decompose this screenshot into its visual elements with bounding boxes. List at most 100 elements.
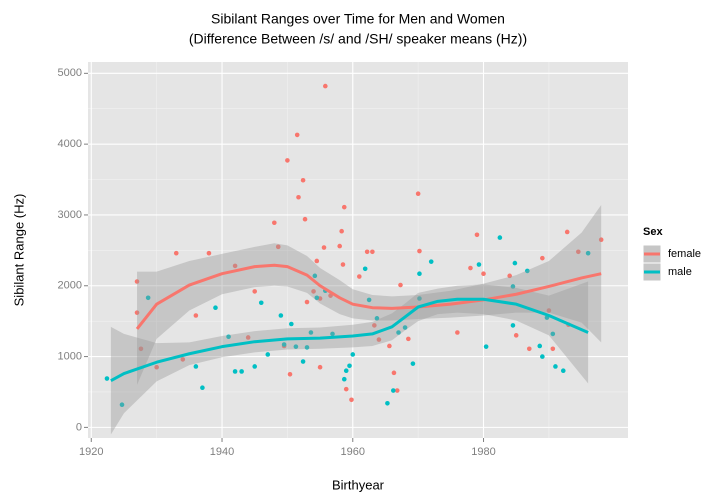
point — [398, 282, 403, 288]
point — [119, 402, 125, 408]
point — [206, 250, 212, 256]
chart-subtitle: (Difference Between /s/ and /SH/ speaker… — [189, 31, 527, 47]
point — [385, 401, 390, 406]
point — [391, 388, 396, 393]
point — [293, 344, 299, 349]
point — [134, 279, 140, 284]
point — [287, 371, 293, 377]
point — [154, 364, 159, 370]
smooth-line — [135, 263, 602, 330]
point — [289, 321, 294, 327]
point — [296, 194, 301, 200]
point — [512, 260, 518, 266]
point — [564, 229, 570, 235]
point — [278, 313, 284, 318]
point — [173, 250, 179, 256]
point — [415, 191, 421, 197]
point — [560, 368, 566, 374]
x-tick-label: 1960 — [341, 446, 365, 458]
point — [340, 262, 346, 267]
point — [370, 249, 375, 255]
point — [341, 376, 347, 382]
y-tick-label: 1000 — [58, 350, 82, 362]
point — [372, 323, 377, 328]
point — [341, 204, 347, 210]
point — [302, 216, 308, 222]
point — [396, 330, 401, 335]
point — [417, 296, 422, 301]
legend-title: Sex — [643, 226, 663, 238]
point — [483, 344, 489, 349]
y-tick-label: 3000 — [58, 209, 82, 221]
point — [510, 323, 516, 328]
point — [376, 337, 382, 342]
point — [428, 259, 434, 264]
point — [281, 342, 287, 347]
point — [104, 376, 110, 381]
point — [312, 273, 318, 279]
point — [476, 262, 482, 267]
point — [343, 386, 349, 392]
point — [265, 352, 271, 357]
point — [311, 289, 316, 294]
point — [525, 268, 530, 274]
y-axis-label: Sibilant Range (Hz) — [11, 194, 26, 307]
point — [387, 343, 392, 349]
x-tick-label: 1920 — [79, 446, 103, 458]
point — [300, 359, 306, 364]
point — [258, 300, 264, 306]
point — [417, 271, 422, 277]
point — [347, 363, 352, 369]
point — [272, 220, 277, 226]
y-tick-label: 2000 — [58, 280, 82, 292]
point — [304, 345, 310, 350]
point — [200, 385, 205, 391]
x-tick-label: 1940 — [210, 446, 234, 458]
point — [349, 397, 354, 403]
point — [213, 305, 218, 311]
point — [537, 343, 543, 349]
point — [314, 258, 320, 264]
point — [540, 255, 545, 261]
point — [374, 316, 380, 321]
point — [394, 388, 400, 393]
point — [350, 352, 356, 357]
point — [406, 336, 411, 342]
point — [232, 263, 238, 269]
point — [343, 368, 349, 374]
point — [576, 249, 581, 255]
point — [550, 331, 556, 337]
point — [226, 334, 231, 340]
point — [145, 295, 151, 301]
confidence-band — [110, 281, 589, 435]
point — [314, 295, 320, 301]
point — [245, 335, 251, 340]
confidence-band — [137, 205, 602, 385]
point — [526, 346, 532, 352]
point — [410, 361, 416, 366]
point — [474, 232, 480, 238]
point — [507, 273, 512, 279]
point — [180, 357, 186, 362]
point — [323, 83, 328, 89]
point — [193, 313, 199, 318]
point — [362, 266, 368, 272]
point — [481, 271, 486, 277]
point — [585, 250, 591, 256]
legend-label: male — [668, 266, 692, 278]
point — [252, 364, 258, 369]
point — [300, 177, 306, 183]
point — [468, 265, 473, 271]
point — [364, 249, 370, 255]
point — [598, 237, 604, 243]
point — [510, 284, 516, 289]
point — [513, 333, 519, 338]
point — [285, 158, 290, 163]
point — [252, 289, 258, 294]
panel-background — [88, 62, 628, 438]
point — [308, 330, 314, 335]
point — [321, 245, 327, 250]
point — [294, 132, 300, 138]
point — [546, 308, 552, 313]
point — [134, 310, 140, 315]
